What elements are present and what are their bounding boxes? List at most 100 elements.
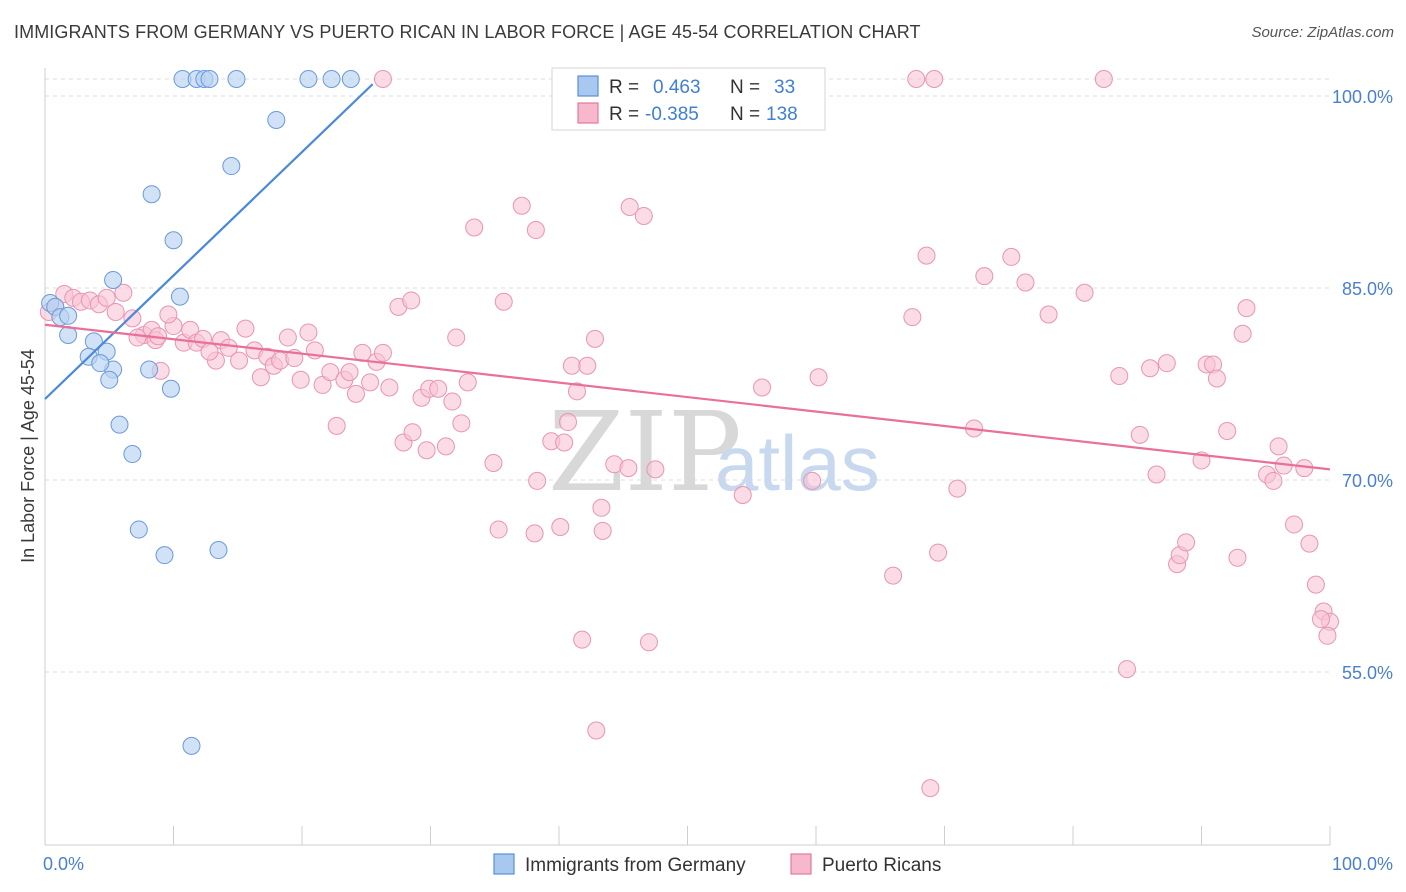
trend-line-germany: [44, 83, 374, 400]
data-point-germany: [155, 546, 174, 565]
data-point-germany: [170, 287, 189, 306]
data-point-puerto-ricans: [1306, 575, 1325, 594]
data-point-germany: [299, 70, 318, 88]
data-point-puerto-ricans: [921, 779, 940, 798]
data-point-puerto-ricans: [452, 414, 471, 433]
data-point-puerto-ricans: [1269, 437, 1288, 456]
data-point-germany: [341, 70, 360, 88]
data-point-puerto-ricans: [573, 630, 592, 649]
data-point-puerto-ricans: [1318, 626, 1337, 645]
data-point-germany: [59, 306, 78, 325]
data-point-puerto-ricans: [114, 283, 133, 302]
source-label: Source: ZipAtlas.com: [1251, 24, 1394, 41]
data-point-puerto-ricans: [525, 524, 544, 543]
data-point-puerto-ricans: [555, 433, 574, 452]
data-point-germany: [164, 231, 183, 250]
data-point-puerto-ricans: [1177, 533, 1196, 552]
data-point-puerto-ricans: [340, 363, 359, 382]
data-point-puerto-ricans: [585, 329, 604, 348]
data-point-puerto-ricans: [975, 267, 994, 286]
legend-n-value-puerto-ricans: 138: [766, 104, 798, 125]
data-point-puerto-ricans: [291, 370, 310, 389]
y-tick-label: 85.0%: [1342, 279, 1393, 299]
series-immigrants-from-germany: [41, 70, 360, 755]
data-point-puerto-ricans: [1264, 471, 1283, 490]
data-point-germany: [129, 520, 148, 539]
watermark: ZIP atlas: [548, 388, 880, 516]
data-point-puerto-ricans: [97, 288, 116, 307]
data-point-puerto-ricans: [417, 441, 436, 460]
data-point-germany: [227, 70, 246, 88]
data-point-puerto-ricans: [925, 70, 944, 88]
data-point-germany: [140, 360, 159, 379]
data-point-puerto-ricans: [512, 196, 531, 215]
data-point-puerto-ricans: [1147, 465, 1166, 484]
data-point-puerto-ricans: [634, 206, 653, 225]
data-point-puerto-ricans: [1233, 324, 1252, 343]
data-point-puerto-ricans: [1312, 610, 1331, 629]
data-point-puerto-ricans: [200, 342, 219, 361]
data-point-puerto-ricans: [1207, 369, 1226, 388]
data-point-puerto-ricans: [1039, 305, 1058, 324]
data-point-germany: [222, 157, 241, 176]
data-point-puerto-ricans: [373, 70, 392, 88]
data-point-puerto-ricans: [1228, 548, 1247, 567]
bottom-legend-label-germany: Immigrants from Germany: [525, 855, 746, 876]
y-tick-label: 70.0%: [1342, 471, 1393, 491]
data-point-puerto-ricans: [1075, 283, 1094, 302]
data-point-puerto-ricans: [803, 471, 822, 490]
data-point-puerto-ricans: [278, 328, 297, 347]
legend-swatch-puerto-ricans: [577, 102, 599, 124]
data-point-puerto-ricans: [619, 459, 638, 478]
series-puerto-ricans: [39, 70, 1339, 798]
data-point-puerto-ricans: [1157, 354, 1176, 373]
data-point-puerto-ricans: [567, 382, 586, 401]
data-point-germany: [209, 541, 228, 560]
bottom-legend: Immigrants from Germany Puerto Ricans: [493, 853, 941, 876]
data-point-puerto-ricans: [327, 416, 346, 435]
data-point-puerto-ricans: [1237, 299, 1256, 318]
trend-line-puerto-ricans: [44, 323, 1331, 471]
y-tick-label: 55.0%: [1342, 663, 1393, 683]
x-tick-label-min: 0.0%: [43, 854, 84, 874]
data-point-puerto-ricans: [551, 518, 570, 536]
data-point-puerto-ricans: [489, 520, 508, 539]
data-point-puerto-ricans: [907, 70, 926, 88]
data-point-puerto-ricans: [592, 498, 611, 517]
legend-swatch-germany: [577, 75, 599, 97]
data-point-germany: [123, 445, 142, 464]
data-point-puerto-ricans: [1094, 70, 1113, 88]
trend-lines: [44, 83, 1331, 471]
legend-r-label-germany: R =: [609, 77, 639, 98]
data-point-puerto-ricans: [903, 308, 922, 327]
data-point-puerto-ricans: [562, 356, 581, 375]
data-point-germany: [110, 415, 129, 434]
legend-n-label-puerto-ricans: N =: [730, 104, 760, 125]
data-point-puerto-ricans: [929, 543, 948, 562]
data-point-germany: [104, 270, 123, 289]
data-point-puerto-ricans: [436, 437, 455, 456]
data-point-puerto-ricans: [587, 721, 606, 740]
data-point-puerto-ricans: [526, 221, 545, 240]
data-point-puerto-ricans: [558, 413, 577, 432]
data-point-puerto-ricans: [1300, 534, 1319, 553]
data-point-puerto-ricans: [159, 305, 178, 324]
stats-legend: R = 0.463 N = 33 R = -0.385 N = 138: [551, 67, 826, 131]
watermark-zip: ZIP: [548, 388, 742, 516]
data-point-germany: [100, 370, 119, 389]
data-point-puerto-ricans: [639, 633, 658, 652]
y-tick-labels: 55.0% 70.0% 85.0% 100.0%: [1332, 87, 1393, 683]
data-point-puerto-ricans: [593, 521, 612, 540]
data-point-puerto-ricans: [494, 292, 513, 311]
bottom-legend-swatch-germany: [493, 853, 515, 875]
data-point-puerto-ricans: [1117, 660, 1136, 679]
data-point-puerto-ricans: [1016, 273, 1035, 292]
data-point-puerto-ricans: [646, 460, 665, 479]
chart-title: IMMIGRANTS FROM GERMANY VS PUERTO RICAN …: [14, 22, 921, 42]
legend-n-label-germany: N =: [730, 77, 760, 98]
data-point-puerto-ricans: [447, 328, 466, 347]
data-point-puerto-ricans: [402, 291, 421, 310]
data-point-puerto-ricans: [128, 328, 147, 347]
x-ticks: [44, 826, 1331, 845]
